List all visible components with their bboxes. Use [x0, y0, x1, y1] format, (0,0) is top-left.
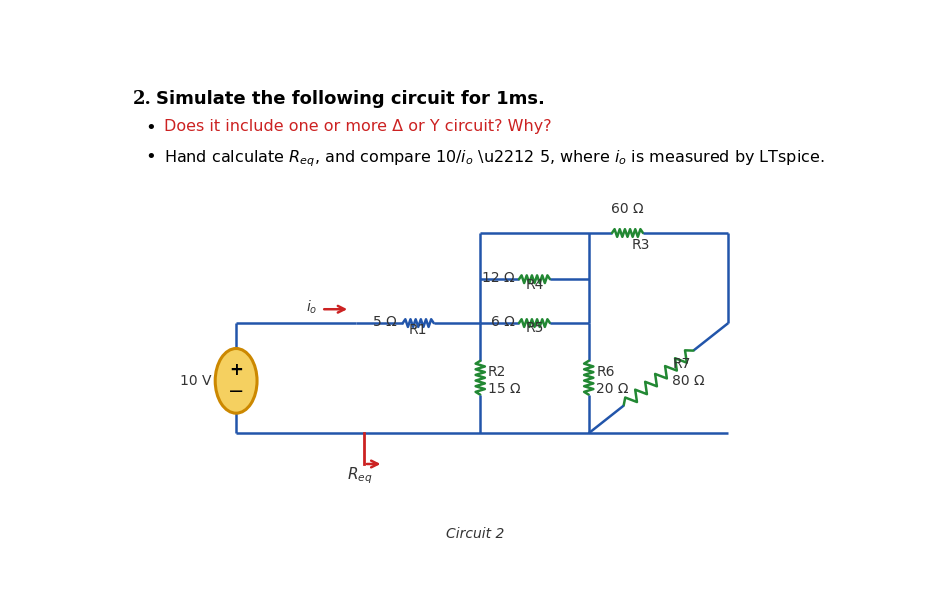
- Text: R3: R3: [630, 239, 649, 253]
- Text: •: •: [146, 119, 156, 137]
- Text: $R_{eq}$: $R_{eq}$: [347, 465, 373, 486]
- Text: Hand calculate $R_{eq}$, and compare $10/i_o$ \u2212 5, where $i_o$ is measured : Hand calculate $R_{eq}$, and compare $10…: [164, 148, 824, 169]
- Text: R7: R7: [672, 358, 690, 371]
- Text: R1: R1: [409, 323, 427, 337]
- Text: 60 Ω: 60 Ω: [611, 202, 643, 216]
- Text: R2: R2: [488, 365, 506, 379]
- Text: 6 Ω: 6 Ω: [490, 314, 514, 328]
- Text: −: −: [228, 382, 244, 401]
- Text: R4: R4: [525, 277, 543, 291]
- Text: •: •: [146, 148, 156, 166]
- Text: Does it include one or more Δ or Y circuit? Why?: Does it include one or more Δ or Y circu…: [164, 119, 551, 134]
- Text: 5 Ω: 5 Ω: [373, 314, 396, 328]
- Text: 15 Ω: 15 Ω: [488, 382, 520, 396]
- Text: +: +: [229, 361, 243, 379]
- Text: 12 Ω: 12 Ω: [482, 271, 514, 285]
- Text: Simulate the following circuit for 1ms.: Simulate the following circuit for 1ms.: [156, 90, 544, 108]
- Ellipse shape: [215, 348, 257, 413]
- Text: 80 Ω: 80 Ω: [672, 375, 705, 388]
- Text: R6: R6: [596, 365, 615, 379]
- Text: R5: R5: [525, 322, 543, 336]
- Text: 2.: 2.: [133, 90, 152, 108]
- Text: 20 Ω: 20 Ω: [596, 382, 629, 396]
- Text: Circuit 2: Circuit 2: [446, 527, 504, 541]
- Text: 10 V: 10 V: [180, 374, 211, 388]
- Text: $i_o$: $i_o$: [306, 299, 317, 316]
